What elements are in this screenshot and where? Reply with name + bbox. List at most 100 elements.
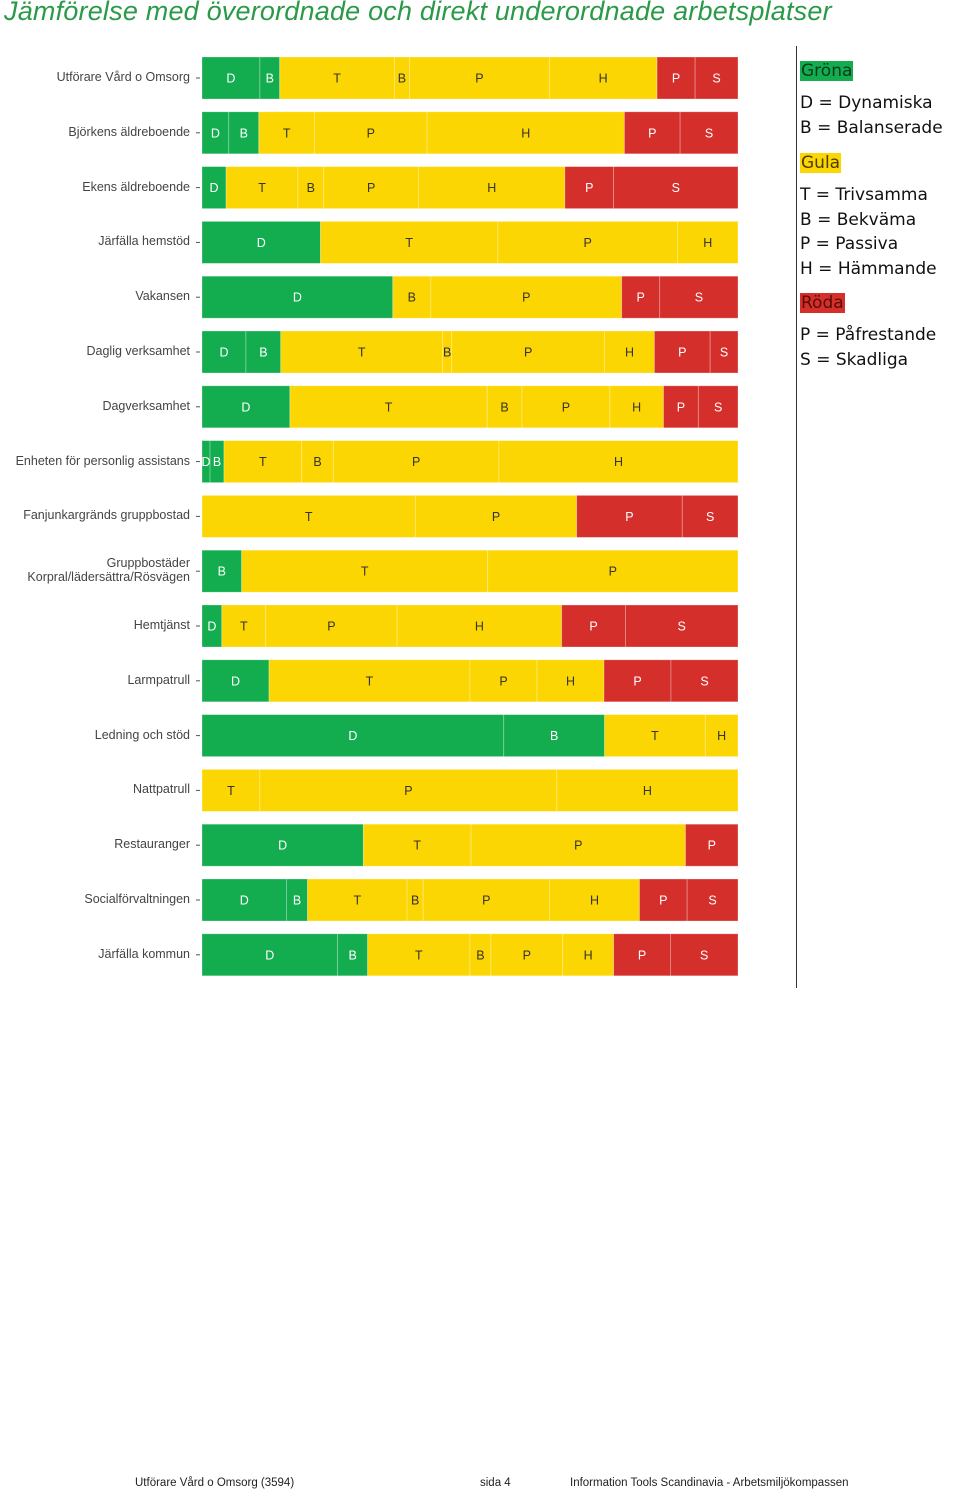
bar-segment	[694, 56, 739, 100]
bar-segment	[604, 714, 706, 757]
row-label: Enheten för personlig assistans	[15, 453, 190, 468]
bar-segment	[653, 330, 711, 374]
segment-label: T	[258, 181, 266, 195]
segment-label: H	[475, 620, 484, 634]
page-title: Jämförelse med överordnade och direkt un…	[4, 0, 832, 26]
bar-segment	[621, 275, 661, 319]
bar-segment	[201, 878, 287, 922]
bar-segment	[392, 275, 432, 319]
segment-label: T	[305, 510, 313, 524]
segment-label: H	[487, 181, 496, 195]
segment-label: P	[677, 400, 685, 414]
bar-segment	[289, 385, 488, 429]
bar-segment	[201, 330, 247, 374]
row-label: Järfälla kommun	[98, 946, 190, 961]
segment-label: P	[562, 400, 570, 414]
segment-label: D	[240, 894, 249, 908]
segment-label: S	[700, 674, 708, 688]
bar-segment	[221, 604, 267, 648]
bar-segment	[201, 220, 321, 264]
bar-segment	[521, 385, 611, 429]
segment-label: B	[240, 126, 248, 140]
legend: Gröna D = Dynamiska B = Balanserade Gula T =…	[796, 46, 960, 988]
row-label: Ledning och stöd	[94, 727, 190, 742]
segment-label: B	[213, 455, 221, 469]
row-label: Utförare Vård o Omsorg	[56, 70, 190, 84]
segment-label: T	[259, 455, 267, 469]
segment-label: B	[398, 72, 406, 86]
segment-label: D	[207, 620, 216, 634]
bar-segment	[681, 494, 739, 538]
segment-label: B	[266, 72, 274, 86]
segment-label: D	[211, 126, 220, 140]
bar-segment	[414, 494, 578, 538]
bar-segment	[470, 823, 686, 867]
bar-segment	[490, 933, 564, 977]
segment-label: B	[500, 400, 508, 414]
segment-label: T	[358, 346, 366, 360]
segment-label: S	[700, 948, 708, 962]
bar-segment	[686, 878, 739, 922]
bar-segment	[709, 330, 739, 374]
segment-label: D	[278, 839, 287, 853]
bar-segment	[201, 823, 364, 867]
bar-segment	[469, 659, 538, 703]
row-label: Socialförvaltningen	[84, 892, 190, 906]
row-label: Restauranger	[114, 837, 190, 852]
legend-heading: Röda	[800, 293, 845, 313]
bar-segment	[241, 549, 489, 593]
bar-segment	[536, 659, 605, 703]
segment-label: H	[717, 729, 726, 743]
segment-label: T	[415, 948, 423, 962]
segment-label: D	[210, 181, 219, 195]
bar-segment	[685, 823, 739, 867]
legend-heading: Gula	[800, 153, 842, 173]
bar-segment	[442, 330, 453, 374]
segment-label: B	[476, 948, 484, 962]
segment-label: B	[411, 894, 419, 908]
bar-segment	[201, 275, 394, 319]
segment-label: S	[720, 346, 728, 360]
row-label: Björkens äldreboende	[68, 124, 190, 139]
segment-label: D	[257, 236, 266, 250]
bar-segment	[258, 111, 315, 155]
segment-label: T	[651, 729, 659, 743]
bar-segment	[406, 878, 424, 922]
bar-segment	[656, 56, 696, 100]
bar-segment	[422, 878, 550, 922]
bar-segment	[223, 440, 303, 484]
bar-segment	[677, 220, 739, 264]
bar-segment	[245, 330, 282, 374]
bar-segment	[561, 604, 626, 648]
bar-segment	[265, 604, 398, 648]
segment-label: S	[712, 72, 720, 86]
segment-label: T	[283, 126, 291, 140]
legend-item: T = Trivsamma	[800, 185, 928, 205]
bar-segment	[426, 111, 625, 155]
segment-label: P	[524, 346, 532, 360]
bar-segment	[332, 440, 500, 484]
segment-label: P	[327, 620, 335, 634]
segment-label: P	[678, 346, 686, 360]
bar-segment	[396, 604, 563, 648]
segment-label: T	[353, 894, 361, 908]
bar-segment	[613, 166, 739, 210]
segment-label: D	[241, 400, 250, 414]
bar-segment	[549, 878, 640, 922]
segment-label: S	[672, 181, 680, 195]
bar-segment	[201, 714, 505, 757]
segment-label: S	[705, 126, 713, 140]
bar-segment	[670, 659, 739, 703]
segment-label: B	[293, 894, 301, 908]
legend-item: P = Påfrestande	[800, 325, 937, 345]
segment-label: P	[367, 181, 375, 195]
legend-item: B = Bekväma	[800, 209, 917, 230]
bar-segment	[409, 56, 550, 100]
segment-label: P	[412, 455, 420, 469]
segment-label: S	[714, 400, 722, 414]
bar-segment	[576, 494, 683, 538]
bar-segment	[286, 878, 308, 922]
row-label: Fanjunkargränds gruppbostad	[23, 508, 190, 523]
segment-label: T	[361, 565, 369, 579]
bar-segment	[320, 220, 499, 264]
